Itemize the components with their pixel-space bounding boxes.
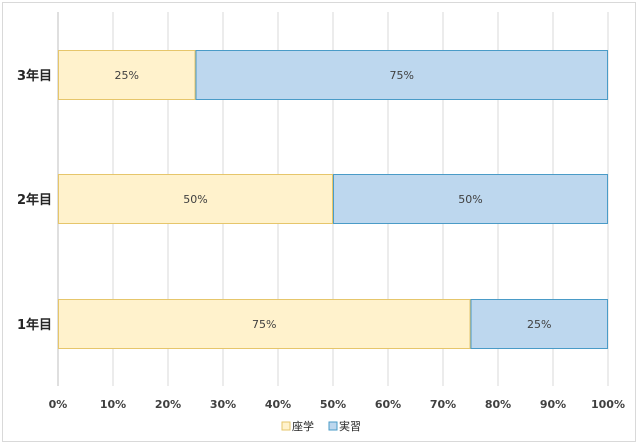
category-label: 1年目 [17,317,52,333]
x-tick-label: 20% [155,398,181,411]
data-label: 25% [115,69,139,82]
bar-segment [333,174,608,224]
legend-swatch [281,421,291,431]
data-label: 75% [252,318,276,331]
x-tick-label: 50% [320,398,346,411]
bar-segment [58,174,333,224]
category-label: 3年目 [17,68,52,84]
legend-entry: 座学 [292,419,314,433]
legend-entry: 実習 [339,419,361,433]
x-tick-label: 60% [375,398,401,411]
bar-segment [195,50,608,100]
data-label: 50% [183,193,207,206]
x-tick-label: 30% [210,398,236,411]
bar-segment [470,299,608,349]
data-label: 50% [458,193,482,206]
data-label: 75% [390,69,414,82]
x-tick-label: 0% [49,398,68,411]
x-tick-label: 90% [540,398,566,411]
legend-swatch [328,421,338,431]
bar-segment [58,299,471,349]
category-label: 2年目 [17,192,52,208]
x-tick-label: 10% [100,398,126,411]
x-tick-label: 40% [265,398,291,411]
bar-segment [58,50,196,100]
x-tick-label: 80% [485,398,511,411]
data-label: 25% [527,318,551,331]
x-tick-label: 100% [591,398,625,411]
x-tick-label: 70% [430,398,456,411]
